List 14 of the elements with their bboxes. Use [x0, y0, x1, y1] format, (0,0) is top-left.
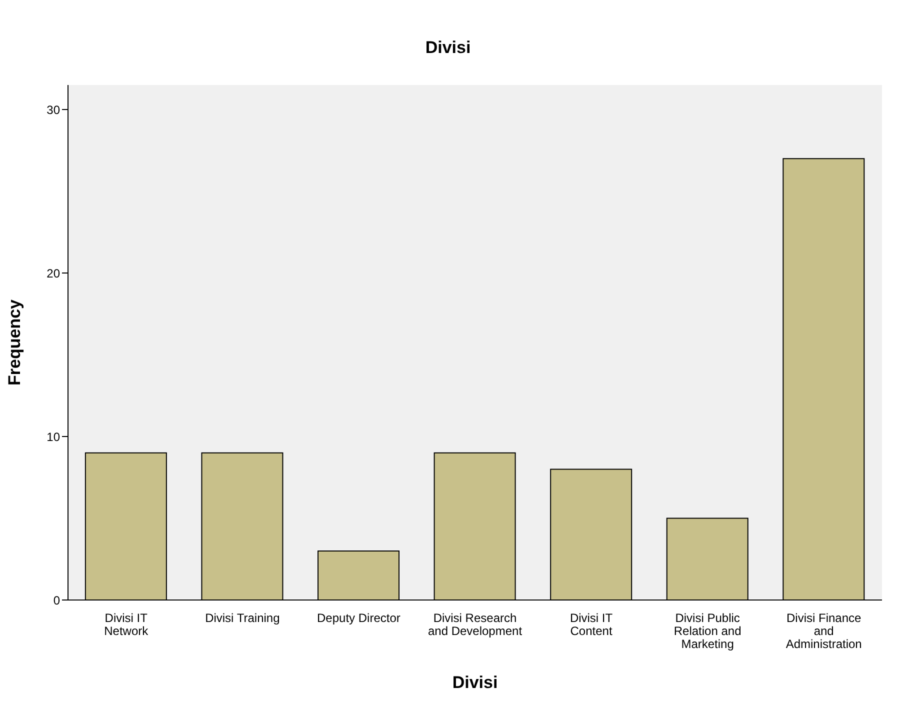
x-tick-label: Divisi Finance and Administration — [786, 611, 862, 651]
x-tick-label: Divisi IT Network — [104, 611, 150, 638]
y-tick-label: 30 — [46, 102, 60, 117]
y-tick-label: 10 — [46, 430, 60, 444]
chart-title: Divisi — [424, 38, 472, 58]
x-tick-label: Deputy Director — [317, 611, 400, 625]
y-tick-label: 0 — [53, 593, 60, 608]
x-tick-label: Divisi Research and Development — [428, 611, 523, 638]
y-axis-title: Frequency — [5, 298, 24, 386]
x-tick-label: Divisi IT Content — [570, 611, 614, 638]
y-tick-label: 20 — [46, 266, 60, 280]
x-axis-title: Divisi — [452, 673, 498, 692]
x-tick-label: Divisi Public Relation and Marketing — [674, 611, 742, 651]
x-tick-label: Divisi Training — [205, 611, 280, 625]
